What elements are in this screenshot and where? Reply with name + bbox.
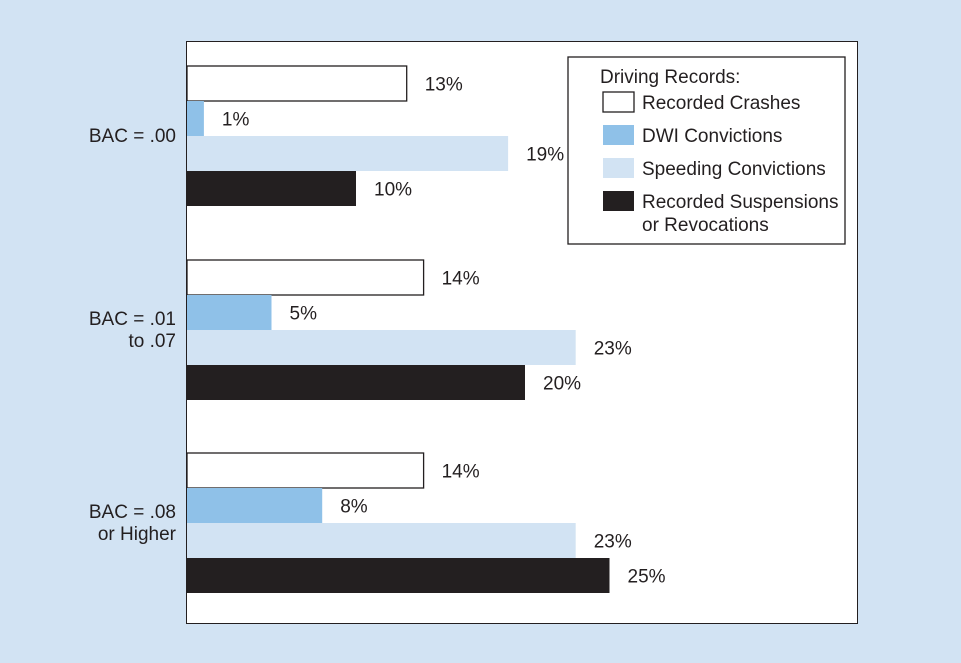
value-label-3-2: 8% bbox=[340, 497, 368, 518]
category-label-2-line-1: BAC = .01 bbox=[89, 309, 176, 330]
legend-swatch-4 bbox=[603, 191, 634, 211]
category-label-2-line-2: to .07 bbox=[128, 331, 176, 352]
bar-1-3 bbox=[187, 136, 509, 171]
legend-entry-2: DWI Convictions bbox=[642, 126, 782, 147]
bar-2-1 bbox=[186, 259, 425, 296]
value-label-3-1: 14% bbox=[442, 462, 480, 483]
bar-1-2 bbox=[187, 101, 204, 136]
value-label-1-2: 1% bbox=[222, 110, 250, 131]
legend-swatch-3 bbox=[603, 158, 634, 178]
legend-entry-3: Speeding Convictions bbox=[642, 159, 826, 180]
value-label-1-4: 10% bbox=[374, 180, 412, 201]
value-label-1-1: 13% bbox=[425, 75, 463, 96]
legend-title: Driving Records: bbox=[600, 67, 740, 88]
value-label-3-3: 23% bbox=[594, 532, 632, 553]
bar-3-3 bbox=[187, 523, 576, 558]
legend-swatch-1 bbox=[602, 91, 635, 113]
category-label-3-line-1: BAC = .08 bbox=[89, 502, 176, 523]
bar-2-2 bbox=[187, 295, 272, 330]
legend-box bbox=[567, 56, 846, 245]
bar-3-4 bbox=[187, 558, 610, 593]
value-label-2-3: 23% bbox=[594, 339, 632, 360]
bar-1-4 bbox=[187, 171, 356, 206]
value-label-1-3: 19% bbox=[526, 145, 564, 166]
value-label-2-2: 5% bbox=[290, 304, 318, 325]
value-label-3-4: 25% bbox=[628, 567, 666, 588]
legend-entry-4-line-1: Recorded Suspensions bbox=[642, 192, 838, 213]
legend-swatch-2 bbox=[603, 125, 634, 145]
value-label-2-4: 20% bbox=[543, 374, 581, 395]
bar-2-4 bbox=[187, 365, 525, 400]
bar-1-1 bbox=[186, 65, 408, 102]
value-label-2-1: 14% bbox=[442, 269, 480, 290]
bar-2-3 bbox=[187, 330, 576, 365]
legend-entry-1: Recorded Crashes bbox=[642, 93, 800, 114]
bar-3-2 bbox=[187, 488, 323, 523]
category-label-3-line-2: or Higher bbox=[98, 524, 177, 545]
bar-3-1 bbox=[186, 452, 425, 489]
legend-entry-4-line-2: or Revocations bbox=[642, 215, 769, 236]
category-label-1: BAC = .00 bbox=[89, 126, 176, 147]
